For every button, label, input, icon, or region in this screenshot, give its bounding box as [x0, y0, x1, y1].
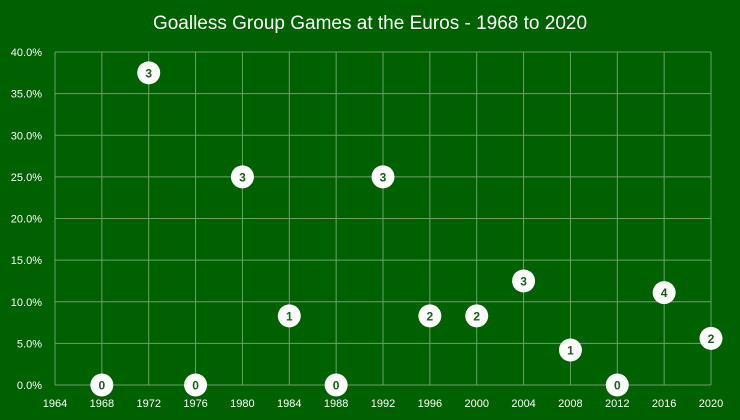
- point-marker: [277, 304, 301, 328]
- data-point: 1: [558, 338, 582, 362]
- data-point: 2: [418, 304, 442, 328]
- point-label: 0: [99, 379, 106, 393]
- data-points: 0 3 0 3 1 0 3 2 2 3 1 0 4 2: [90, 61, 723, 397]
- axis-ticks: 0.0%5.0%10.0%15.0%20.0%25.0%30.0%35.0%40…: [11, 47, 723, 410]
- data-point: 0: [605, 373, 629, 397]
- x-tick-label: 2020: [699, 398, 723, 410]
- data-point: 2: [699, 326, 723, 350]
- point-marker: [90, 373, 114, 397]
- point-label: 2: [708, 332, 715, 346]
- point-label: 0: [333, 379, 340, 393]
- x-tick-label: 2000: [464, 398, 488, 410]
- x-tick-label: 1984: [277, 398, 301, 410]
- data-point: 2: [465, 304, 489, 328]
- point-label: 3: [520, 274, 527, 288]
- x-tick-label: 2008: [558, 398, 582, 410]
- y-tick-label: 30.0%: [11, 130, 42, 142]
- chart-title: Goalless Group Games at the Euros - 1968…: [153, 13, 587, 34]
- y-tick-label: 35.0%: [11, 89, 42, 101]
- x-tick-label: 2012: [605, 398, 629, 410]
- point-marker: [558, 338, 582, 362]
- x-tick-label: 2016: [652, 398, 676, 410]
- y-tick-label: 5.0%: [17, 338, 42, 350]
- data-point: 3: [512, 269, 536, 293]
- point-label: 4: [661, 286, 668, 300]
- y-tick-label: 20.0%: [11, 214, 42, 226]
- point-marker: [418, 304, 442, 328]
- data-point: 0: [90, 373, 114, 397]
- point-label: 2: [473, 309, 480, 323]
- data-point: 3: [371, 165, 395, 189]
- point-marker: [699, 326, 723, 350]
- x-tick-label: 1968: [90, 398, 114, 410]
- x-tick-label: 1996: [418, 398, 442, 410]
- point-label: 3: [145, 66, 152, 80]
- point-label: 1: [286, 309, 293, 323]
- x-tick-label: 1988: [324, 398, 348, 410]
- y-tick-label: 40.0%: [11, 47, 42, 59]
- point-label: 0: [614, 379, 621, 393]
- point-label: 1: [567, 344, 574, 358]
- point-marker: [230, 165, 254, 189]
- point-marker: [512, 269, 536, 293]
- y-tick-label: 25.0%: [11, 172, 42, 184]
- x-tick-label: 1964: [43, 398, 67, 410]
- point-marker: [184, 373, 208, 397]
- point-label: 3: [239, 170, 246, 184]
- x-tick-label: 2004: [511, 398, 535, 410]
- point-marker: [371, 165, 395, 189]
- data-point: 3: [230, 165, 254, 189]
- point-marker: [465, 304, 489, 328]
- data-point: 0: [184, 373, 208, 397]
- data-point: 4: [652, 281, 676, 305]
- grid: [54, 51, 712, 386]
- data-point: 0: [324, 373, 348, 397]
- data-point: 3: [137, 61, 161, 85]
- x-tick-label: 1972: [136, 398, 160, 410]
- x-tick-label: 1980: [230, 398, 254, 410]
- point-label: 2: [427, 309, 434, 323]
- point-label: 0: [192, 379, 199, 393]
- x-tick-label: 1976: [183, 398, 207, 410]
- point-label: 3: [380, 170, 387, 184]
- point-marker: [652, 281, 676, 305]
- y-tick-label: 10.0%: [11, 297, 42, 309]
- point-marker: [605, 373, 629, 397]
- y-tick-label: 0.0%: [17, 380, 42, 392]
- y-tick-label: 15.0%: [11, 255, 42, 267]
- data-point: 1: [277, 304, 301, 328]
- point-marker: [137, 61, 161, 85]
- x-tick-label: 1992: [371, 398, 395, 410]
- point-marker: [324, 373, 348, 397]
